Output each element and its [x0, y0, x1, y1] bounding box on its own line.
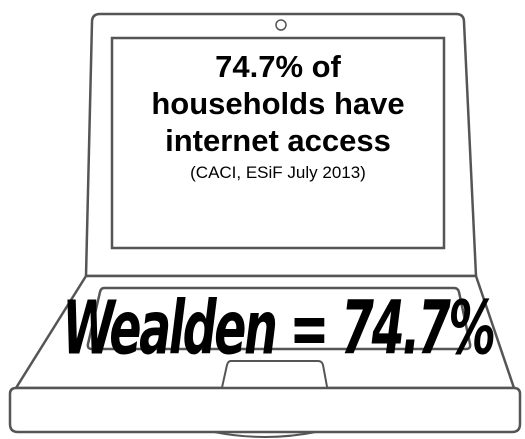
laptop-front-notch — [213, 431, 317, 438]
internet-access-headline: 74.7% of households have internet access — [151, 49, 405, 158]
wealden-label-box: Wealden = 74.7% — [62, 288, 496, 368]
screen-content: 74.7% of households have internet access… — [112, 38, 444, 248]
source-citation: (CACI, ESiF July 2013) — [190, 163, 366, 182]
keyboard-area — [86, 286, 472, 351]
laptop-front-edge — [8, 386, 522, 434]
webcam-icon — [275, 19, 287, 31]
wealden-percentage-label: Wealden = 74.7% — [62, 284, 496, 372]
laptop-screen — [110, 36, 446, 250]
